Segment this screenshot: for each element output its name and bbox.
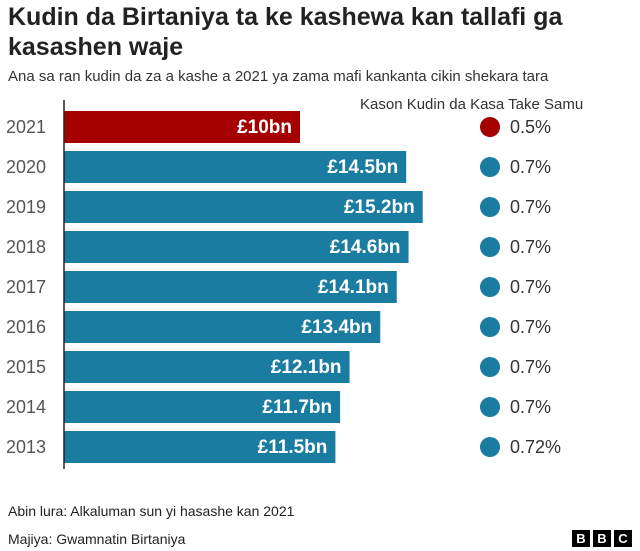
value-label: £10bn <box>237 117 292 138</box>
y-tick-label: 2015 <box>6 357 46 377</box>
chart-title: Kudin da Birtaniya ta ke kashewa kan tal… <box>8 3 563 61</box>
value-label: £11.5bn <box>258 437 328 458</box>
y-tick-label: 2018 <box>6 237 46 257</box>
y-tick-label: 2014 <box>6 397 46 417</box>
value-label: £14.6bn <box>330 237 401 258</box>
logo-letter: B <box>572 530 590 547</box>
bar <box>64 311 381 343</box>
share-dot <box>480 157 500 177</box>
chart-subtitle: Ana sa ran kudin da za a kashe a 2021 ya… <box>8 68 549 85</box>
value-label: £15.2bn <box>344 197 415 218</box>
share-dot <box>480 357 500 377</box>
share-label: 0.5% <box>510 117 551 137</box>
share-dot <box>480 237 500 257</box>
logo-letter: B <box>593 530 611 547</box>
value-label: £11.7bn <box>262 397 332 418</box>
y-tick-label: 2021 <box>6 117 46 137</box>
chart: 2021 £10bn 0.5% 2020 £14.5bn 0.7% 2019 £15.2bn 0… <box>6 100 561 469</box>
share-dot <box>480 397 500 417</box>
share-dot <box>480 317 500 337</box>
bar <box>64 431 336 463</box>
share-label: 0.72% <box>510 437 561 457</box>
y-tick-label: 2019 <box>6 197 46 217</box>
bar <box>64 111 300 143</box>
share-label: 0.7% <box>510 277 551 297</box>
share-label: 0.7% <box>510 397 551 417</box>
share-label: 0.7% <box>510 317 551 337</box>
value-label: £14.5bn <box>327 157 398 178</box>
share-title: Kason Kudin da Kasa Take Samu <box>360 96 584 113</box>
share-dot <box>480 117 500 137</box>
bar <box>64 151 407 183</box>
share-label: 0.7% <box>510 357 551 377</box>
value-label: £13.4bn <box>301 317 372 338</box>
share-label: 0.7% <box>510 197 551 217</box>
bar <box>64 231 409 263</box>
y-tick-label: 2020 <box>6 157 46 177</box>
y-tick-label: 2013 <box>6 437 46 457</box>
share-label: 0.7% <box>510 237 551 257</box>
source: Majiya: Gwamnatin Birtaniya <box>8 531 186 547</box>
share-dot <box>480 197 500 217</box>
y-tick-label: 2016 <box>6 317 46 337</box>
value-label: £14.1bn <box>318 277 389 298</box>
y-tick-label: 2017 <box>6 277 46 297</box>
share-dot <box>480 437 500 457</box>
bar <box>64 271 397 303</box>
note: Abin lura: Alkaluman sun yi hasashe kan … <box>8 503 295 519</box>
bar <box>64 391 341 423</box>
bar <box>64 191 423 223</box>
logo-letter: C <box>614 530 632 547</box>
bar <box>64 351 350 383</box>
share-label: 0.7% <box>510 157 551 177</box>
share-dot <box>480 277 500 297</box>
value-label: £12.1bn <box>271 357 342 378</box>
